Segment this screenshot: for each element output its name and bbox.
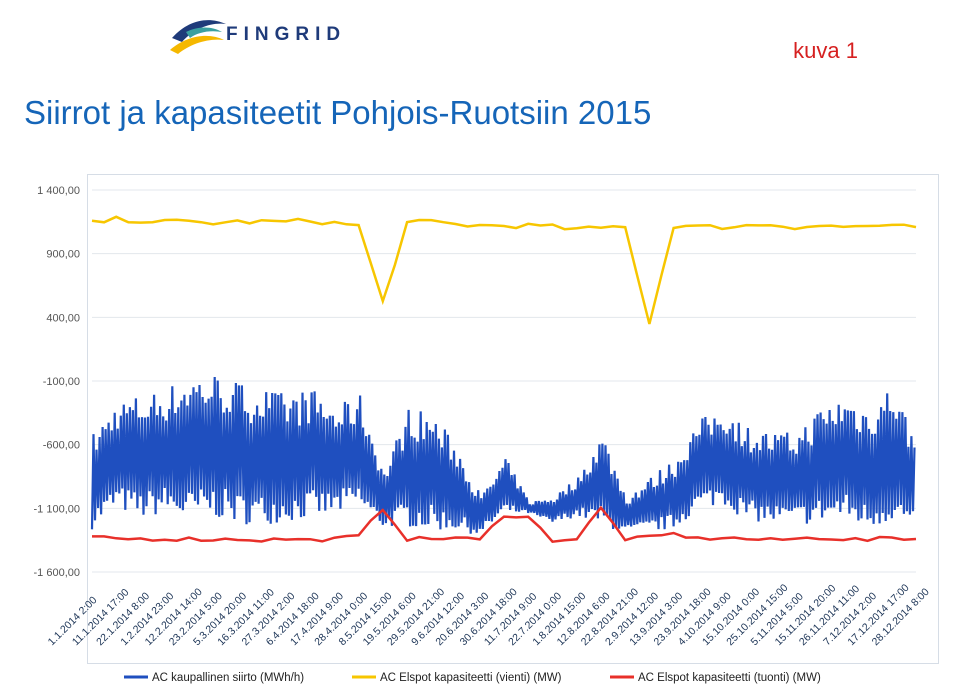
series-line-flow	[90, 376, 916, 534]
figure-label: kuva 1	[793, 38, 858, 63]
y-tick-label: -100,00	[43, 376, 80, 388]
series-line-import-capacity	[92, 505, 917, 544]
logo-swoosh-yellow	[170, 35, 224, 54]
chart-frame	[87, 174, 939, 664]
y-axis-ticks: 1 400,00 900,00 400,00 -100,00 -600,00 -1 100…	[34, 185, 80, 579]
series-layer	[90, 215, 917, 544]
legend-label: AC Elspot kapasiteetti (tuonti) (MW)	[638, 672, 821, 684]
legend-label: AC kaupallinen siirto (MWh/h)	[152, 672, 304, 684]
legend: AC kaupallinen siirto (MWh/h) AC Elspot k…	[124, 672, 821, 684]
series-line-export-capacity	[91, 215, 917, 325]
y-tick-label: -1 100,00	[34, 503, 80, 515]
y-tick-label: 900,00	[46, 249, 80, 261]
y-tick-label: 1 400,00	[37, 185, 80, 197]
y-tick-label: -1 600,00	[34, 567, 80, 579]
legend-label: AC Elspot kapasiteetti (vienti) (MW)	[380, 672, 562, 684]
page-title: Siirrot ja kapasiteetit Pohjois-Ruotsiin…	[24, 94, 652, 131]
y-tick-label: 400,00	[46, 312, 80, 324]
logo-text: FINGRID	[226, 24, 347, 45]
logo-swoosh-blue	[172, 20, 226, 42]
logo-swoosh-teal	[186, 27, 222, 38]
y-tick-label: -600,00	[43, 440, 80, 452]
fingrid-logo	[170, 20, 226, 54]
